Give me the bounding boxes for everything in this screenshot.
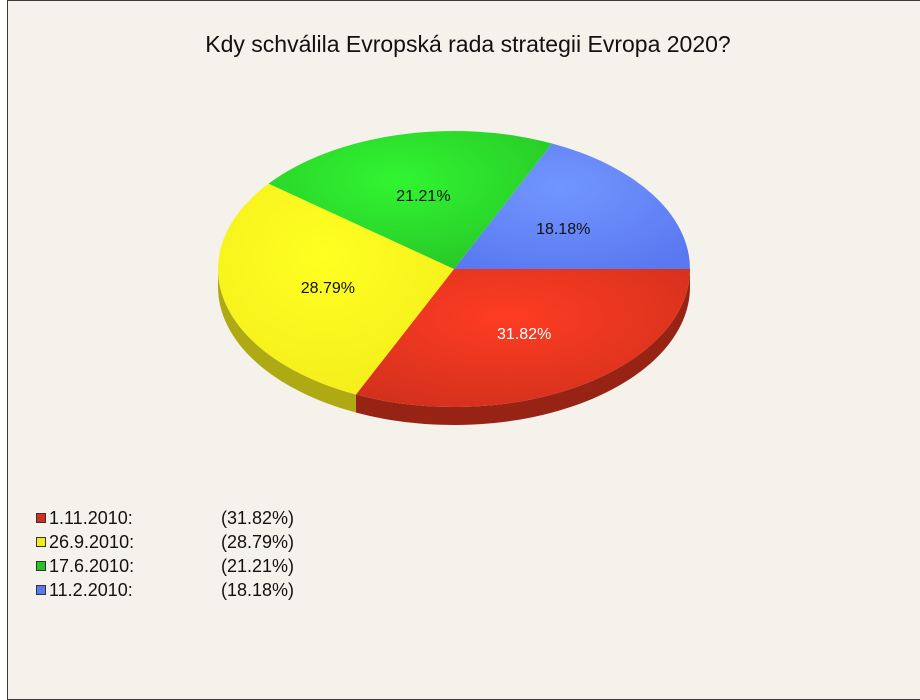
legend-label: 17.6.2010: [49,556,135,576]
chart-title: Kdy schválila Evropská rada strategii Ev… [205,31,731,57]
legend-item: 26.9.2010: (28.79%) [36,530,294,554]
pie-slice-label: 28.79% [301,280,355,297]
legend-label: 1.11.2010: [49,508,133,528]
legend-value: (18.18%) [221,580,295,600]
legend-value: (28.79%) [221,532,295,552]
legend-swatch [36,537,46,547]
pie-side-0 [355,269,690,426]
legend-label: 26.9.2010: [49,532,135,552]
legend-value: (31.82%) [221,508,295,528]
pie-slice-label: 18.18% [536,221,590,238]
legend-swatch [36,585,46,595]
pie-slice-1 [217,183,454,395]
legend-item: 11.2.2010: (18.18%) [36,578,294,602]
pie-slice-label: 21.21% [396,188,450,205]
pie-slice-0 [355,269,690,407]
legend-swatch [36,561,46,571]
pie-side-1 [218,269,356,413]
legend-item: 1.11.2010: (31.82%) [36,506,294,530]
legend: 1.11.2010: (31.82%) 26.9.2010: (28.79%) 17.6… [36,506,294,602]
pie-slice-label: 31.82% [497,326,551,343]
legend-label: 11.2.2010: [49,580,133,600]
chart-frame: Kdy schválila Evropská rada strategii Ev… [7,0,920,700]
pie-slice-2 [268,131,553,269]
pie-slice-3 [454,143,690,269]
legend-item: 17.6.2010: (21.21%) [36,554,294,578]
legend-swatch [36,513,46,523]
pie-chart: 31.82% 28.79% 21.21% 18.18% [217,131,690,426]
legend-value: (21.21%) [221,556,295,576]
